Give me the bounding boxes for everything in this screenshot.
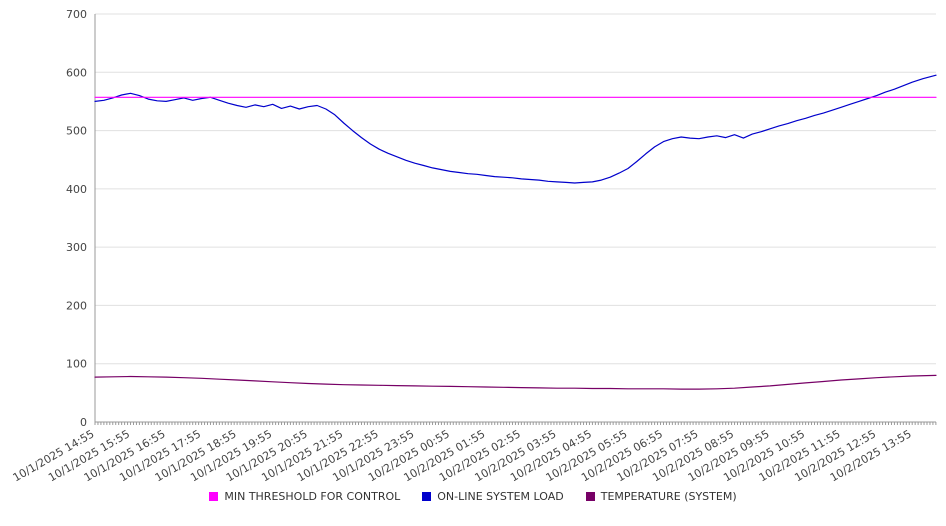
legend-label: TEMPERATURE (SYSTEM)	[600, 490, 737, 503]
y-tick-label: 500	[66, 125, 87, 138]
legend-swatch-temperature	[585, 492, 595, 501]
y-axis-labels: 0 100 200 300 400 500 600 700	[66, 8, 87, 429]
y-tick-label: 600	[66, 66, 87, 79]
legend-swatch-min-threshold	[209, 492, 219, 501]
y-tick-label: 0	[80, 416, 87, 429]
y-tick-label: 200	[66, 299, 87, 312]
line-chart: 0 100 200 300 400 500 600 700 10/1/2025 14:5510/…	[11, 8, 937, 484]
series-system-load	[94, 74, 937, 184]
legend-swatch-system-load	[422, 492, 432, 501]
series-temperature	[94, 374, 937, 390]
legend-item-system-load: ON-LINE SYSTEM LOAD	[422, 490, 564, 503]
y-tick-label: 100	[66, 358, 87, 371]
y-tick-label: 700	[66, 8, 87, 21]
legend-label: ON-LINE SYSTEM LOAD	[437, 490, 564, 503]
y-tick-label: 400	[66, 183, 87, 196]
legend-label: MIN THRESHOLD FOR CONTROL	[224, 490, 401, 503]
x-minor-ticks	[94, 422, 937, 425]
gridlines	[95, 13, 936, 423]
chart-legend: MIN THRESHOLD FOR CONTROL ON-LINE SYSTEM…	[0, 486, 946, 526]
y-tick-label: 300	[66, 241, 87, 254]
legend-item-min-threshold: MIN THRESHOLD FOR CONTROL	[209, 490, 400, 503]
legend-item-temperature: TEMPERATURE (SYSTEM)	[585, 490, 737, 503]
